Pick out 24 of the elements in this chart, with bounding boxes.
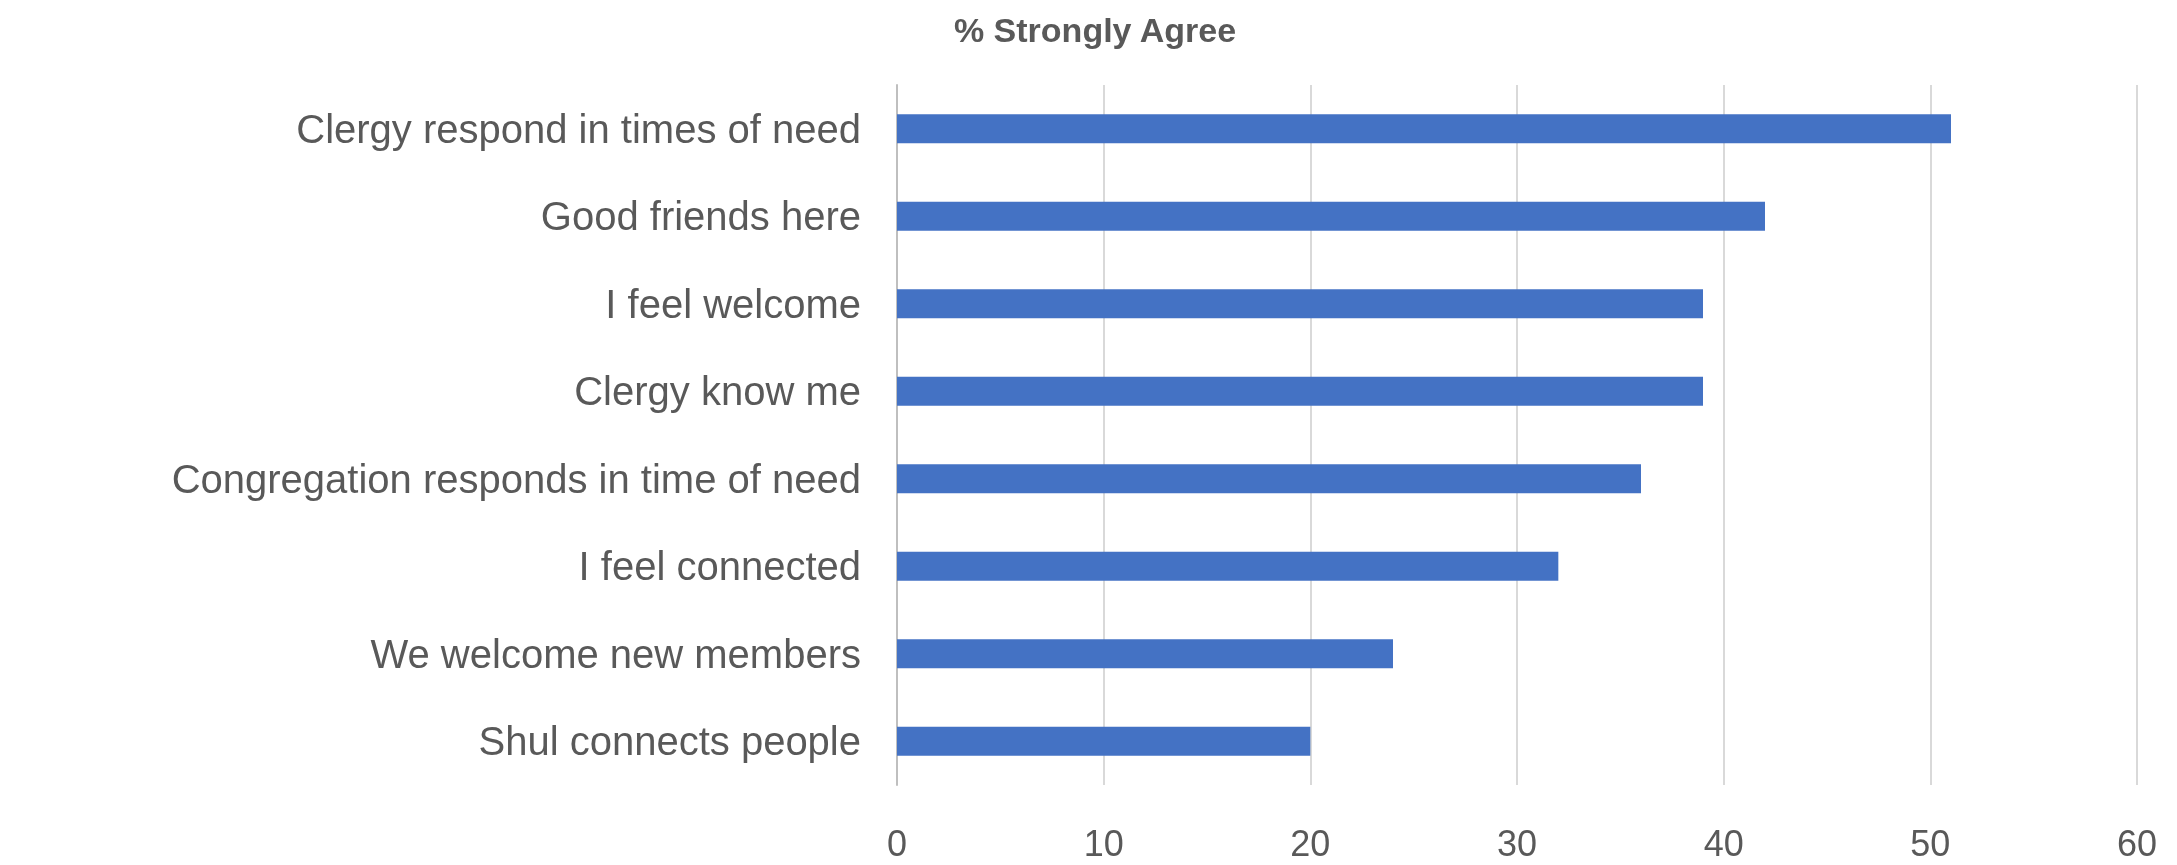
bar — [897, 114, 1951, 144]
x-tick-label: 30 — [1496, 822, 1538, 864]
y-tick-label: Clergy respond in times of need — [296, 106, 861, 151]
y-tick-label: I feel connected — [578, 544, 861, 589]
y-tick-label: We welcome new members — [370, 631, 861, 676]
y-tick-label: Congregation responds in time of need — [171, 456, 861, 501]
y-tick-label: Good friends here — [540, 194, 861, 239]
y-tick-label: Clergy know me — [574, 369, 861, 414]
bar — [897, 464, 1641, 494]
x-tick-label: 60 — [2116, 822, 2158, 864]
x-tick-label: 40 — [1703, 822, 1744, 864]
x-tick-label: 20 — [1290, 822, 1331, 864]
bar — [897, 639, 1393, 669]
y-tick-label: Shul connects people — [478, 719, 861, 764]
chart-title: % Strongly Agree — [953, 11, 1237, 49]
y-tick-label: I feel welcome — [605, 281, 861, 326]
bar — [897, 376, 1703, 406]
x-tick-label: 0 — [886, 822, 908, 864]
x-tick-label: 50 — [1910, 822, 1951, 864]
x-tick-label: 10 — [1083, 822, 1124, 864]
bar — [897, 726, 1311, 756]
bar — [897, 289, 1703, 319]
bar — [897, 201, 1765, 231]
bar — [897, 551, 1559, 581]
